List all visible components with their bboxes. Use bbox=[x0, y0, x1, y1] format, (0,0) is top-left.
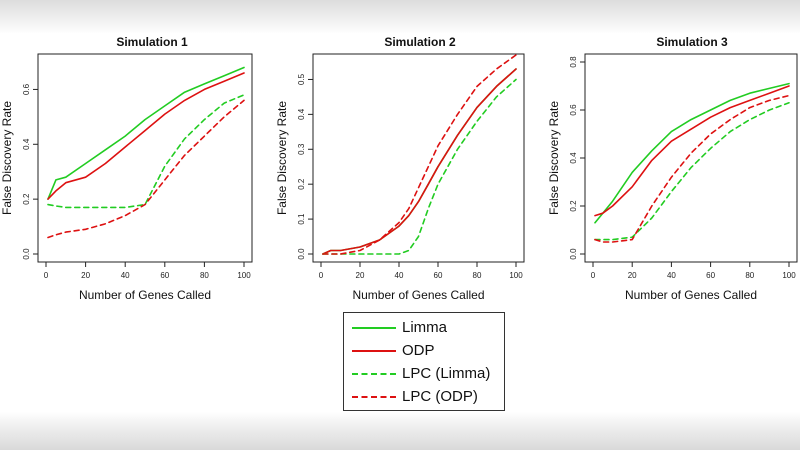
series-line-1-odp bbox=[47, 72, 245, 200]
x-tick-label-1-3: 60 bbox=[160, 271, 169, 280]
plot-frame-2 bbox=[312, 53, 525, 263]
series-line-3-lpc-odp bbox=[594, 94, 790, 243]
plot-frame-1 bbox=[37, 53, 253, 263]
x-tick-label-3-1: 20 bbox=[628, 271, 637, 280]
legend-label-lpc-limma: LPC (Limma) bbox=[402, 365, 491, 382]
y-tick-label-1-0: 0.0 bbox=[22, 248, 31, 260]
legend-label-limma: Limma bbox=[402, 319, 448, 336]
y-axis-label-1: False Discovery Rate bbox=[0, 101, 14, 215]
x-tick-label-2-3: 60 bbox=[434, 271, 443, 280]
y-tick-label-1-2: 0.4 bbox=[22, 138, 31, 150]
x-tick-label-3-0: 0 bbox=[591, 271, 596, 280]
x-tick-label-2-4: 80 bbox=[473, 271, 482, 280]
y-tick-label-2-1: 0.1 bbox=[297, 213, 306, 225]
series-line-2-lpc-odp bbox=[322, 54, 517, 255]
legend-item-lpc-odp: LPC (ODP) bbox=[344, 386, 504, 408]
chart-title-1: Simulation 1 bbox=[116, 35, 188, 49]
y-tick-label-2-2: 0.2 bbox=[297, 178, 306, 190]
series-line-2-odp bbox=[322, 68, 517, 255]
legend-swatch-lpc-limma bbox=[352, 373, 396, 375]
legend-swatch-odp bbox=[352, 350, 396, 352]
x-tick-label-3-3: 60 bbox=[706, 271, 715, 280]
x-axis-label-2: Number of Genes Called bbox=[352, 288, 484, 302]
legend-swatch-lpc-odp bbox=[352, 396, 396, 398]
x-axis-label-1: Number of Genes Called bbox=[79, 288, 211, 302]
x-axis-label-3: Number of Genes Called bbox=[625, 288, 757, 302]
x-tick-label-3-4: 80 bbox=[745, 271, 754, 280]
x-tick-label-1-0: 0 bbox=[44, 271, 49, 280]
y-tick-label-3-3: 0.6 bbox=[569, 104, 578, 116]
legend-item-odp: ODP bbox=[344, 340, 504, 362]
series-line-3-lpc-limma bbox=[594, 102, 790, 241]
series-line-1-lpc-limma bbox=[47, 94, 245, 209]
y-tick-label-3-1: 0.2 bbox=[569, 200, 578, 212]
y-tick-label-2-3: 0.3 bbox=[297, 143, 306, 155]
legend-swatch-limma bbox=[352, 327, 396, 329]
x-tick-label-3-2: 40 bbox=[667, 271, 676, 280]
legend-item-lpc-limma: LPC (Limma) bbox=[344, 363, 504, 385]
y-tick-label-3-0: 0.0 bbox=[569, 248, 578, 260]
legend: Limma ODP LPC (Limma) LPC (ODP) bbox=[343, 312, 505, 411]
y-axis-label-3: False Discovery Rate bbox=[547, 101, 561, 215]
x-tick-label-3-5: 100 bbox=[782, 271, 796, 280]
y-axis-label-2: False Discovery Rate bbox=[275, 101, 289, 215]
x-tick-label-2-0: 0 bbox=[319, 271, 324, 280]
y-tick-label-2-5: 0.5 bbox=[297, 73, 306, 85]
x-tick-label-1-5: 100 bbox=[237, 271, 251, 280]
y-tick-label-3-2: 0.4 bbox=[569, 152, 578, 164]
plot-frame-3 bbox=[584, 53, 798, 263]
legend-label-lpc-odp: LPC (ODP) bbox=[402, 388, 478, 405]
bottom-shadow bbox=[0, 412, 800, 450]
x-tick-label-1-4: 80 bbox=[200, 271, 209, 280]
y-tick-label-3-4: 0.8 bbox=[569, 56, 578, 68]
legend-item-limma: Limma bbox=[344, 317, 504, 339]
x-tick-label-1-1: 20 bbox=[81, 271, 90, 280]
series-line-3-limma bbox=[594, 82, 790, 224]
x-tick-label-2-1: 20 bbox=[356, 271, 365, 280]
y-tick-label-2-0: 0.0 bbox=[297, 248, 306, 260]
legend-label-odp: ODP bbox=[402, 342, 435, 359]
x-tick-label-2-2: 40 bbox=[395, 271, 404, 280]
chart-title-3: Simulation 3 bbox=[656, 35, 728, 49]
series-line-3-odp bbox=[594, 85, 790, 217]
x-tick-label-1-2: 40 bbox=[121, 271, 130, 280]
y-tick-label-2-4: 0.4 bbox=[297, 108, 306, 120]
y-tick-label-1-3: 0.6 bbox=[22, 83, 31, 95]
chart-title-2: Simulation 2 bbox=[384, 35, 456, 49]
y-tick-label-1-1: 0.2 bbox=[22, 193, 31, 205]
series-line-1-lpc-odp bbox=[47, 99, 245, 239]
x-tick-label-2-5: 100 bbox=[509, 271, 523, 280]
top-shadow bbox=[0, 0, 800, 34]
series-line-2-lpc-limma bbox=[322, 78, 517, 255]
series-line-1-limma bbox=[47, 66, 245, 200]
